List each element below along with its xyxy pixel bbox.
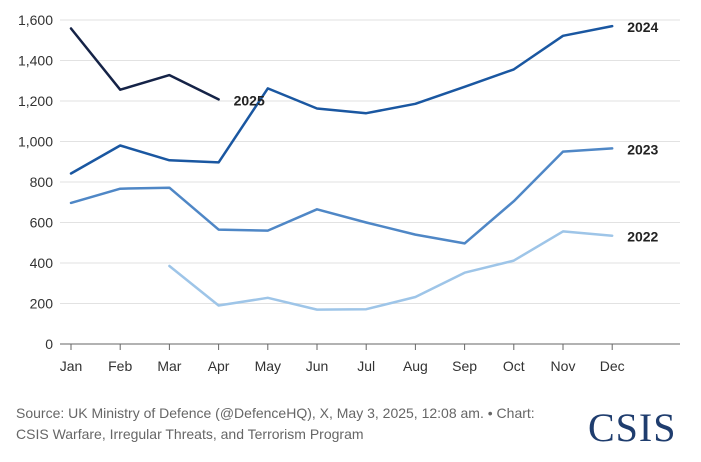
- series-line-2025: [69, 27, 220, 101]
- x-tick-label: Feb: [108, 358, 132, 374]
- x-tick-label: Sep: [452, 358, 477, 374]
- y-tick-label: 1,000: [18, 134, 53, 150]
- series-line-2023: [69, 147, 614, 245]
- x-tick-label: Aug: [403, 358, 428, 374]
- x-tick-label: Nov: [551, 358, 576, 374]
- csis-logo: CSIS: [588, 405, 677, 450]
- x-tick-label: Dec: [600, 358, 625, 374]
- series-label-2022: 2022: [627, 229, 658, 245]
- source-note: Source: UK Ministry of Defence (@Defence…: [16, 405, 484, 421]
- series-line-2024: [69, 24, 614, 175]
- x-tick-label: Mar: [157, 358, 181, 374]
- y-tick-label: 600: [30, 215, 54, 231]
- series-label-2024: 2024: [627, 19, 658, 35]
- chart-credit-label: • Chart:: [487, 405, 535, 421]
- gridlines: [60, 19, 680, 345]
- chart-credit-program: CSIS Warfare, Irregular Threats, and Ter…: [16, 426, 364, 442]
- x-axis-ticks: Jan Feb Mar Apr May Jun Jul Aug Sep Oct Nov Dec: [60, 344, 625, 374]
- x-tick-label: Apr: [208, 358, 230, 374]
- line-chart: 0 200 400 600 800 1,000 1,200 1,400 1,600 Jan Feb…: [18, 12, 680, 374]
- x-tick-label: Oct: [503, 358, 525, 374]
- chart-footer: Source: UK Ministry of Defence (@Defence…: [16, 403, 596, 445]
- y-axis-ticks: 0 200 400 600 800 1,000 1,200 1,400 1,600: [18, 12, 53, 352]
- series-labels: 2022 2023 2024 2025: [234, 19, 659, 245]
- y-tick-label: 400: [30, 255, 54, 271]
- y-tick-label: 0: [45, 336, 53, 352]
- series-label-2025: 2025: [234, 92, 265, 108]
- y-tick-label: 800: [30, 174, 54, 190]
- series-line-2022: [168, 230, 614, 311]
- series-label-2023: 2023: [627, 141, 658, 157]
- y-tick-label: 1,600: [18, 12, 53, 28]
- y-tick-label: 200: [30, 296, 54, 312]
- series-lines: [69, 24, 614, 311]
- x-tick-label: Jul: [357, 358, 375, 374]
- x-tick-label: May: [255, 358, 281, 374]
- x-tick-label: Jan: [60, 358, 83, 374]
- y-tick-label: 1,400: [18, 53, 53, 69]
- y-tick-label: 1,200: [18, 93, 53, 109]
- x-tick-label: Jun: [306, 358, 329, 374]
